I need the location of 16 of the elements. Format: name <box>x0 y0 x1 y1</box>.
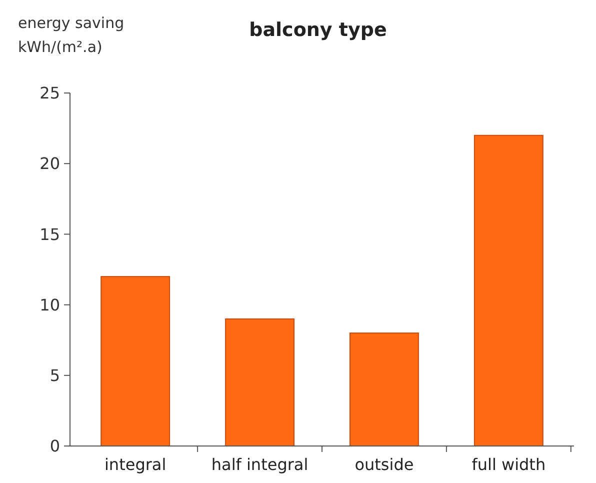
x-tick-label: outside <box>354 455 414 474</box>
y-tick-label: 20 <box>40 154 60 174</box>
y-tick-label: 0 <box>50 436 60 456</box>
bar <box>100 276 170 446</box>
y-tick-label: 25 <box>40 84 60 103</box>
y-axis-title: energy saving kWh/(m².a) <box>18 14 124 56</box>
chart-title: balcony type <box>249 19 387 41</box>
x-tick-label: full width <box>472 455 546 474</box>
y-tick-label: 10 <box>40 295 60 314</box>
bar <box>350 332 419 446</box>
x-tick-label: integral <box>104 455 166 474</box>
x-tick-label: half integral <box>211 455 308 474</box>
y-tick-label: 5 <box>50 366 60 385</box>
bar <box>474 134 544 446</box>
y-tick-label: 15 <box>40 224 60 244</box>
bar <box>225 318 294 446</box>
